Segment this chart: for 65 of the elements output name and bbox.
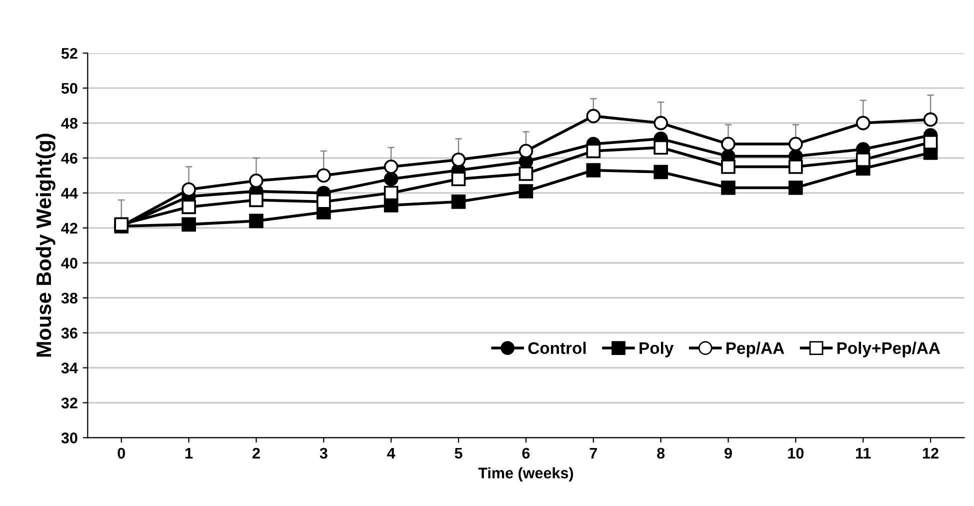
x-tick-label: 4 bbox=[387, 448, 396, 458]
y-tick-label: 44 bbox=[61, 188, 78, 199]
point bbox=[518, 184, 534, 198]
y-axis-title: Mouse Body Weight(g) bbox=[36, 134, 56, 357]
point bbox=[384, 186, 398, 200]
point bbox=[182, 182, 196, 197]
point bbox=[788, 136, 803, 152]
point bbox=[586, 163, 601, 178]
point bbox=[249, 214, 264, 228]
point bbox=[316, 168, 331, 183]
point bbox=[923, 112, 938, 127]
y-tick-label: 36 bbox=[61, 328, 78, 339]
point bbox=[384, 198, 398, 212]
point bbox=[182, 217, 196, 232]
legend-label: Poly+Pep/AA bbox=[837, 342, 940, 358]
point bbox=[788, 160, 803, 174]
x-tick-label: 7 bbox=[590, 448, 597, 458]
point bbox=[856, 152, 870, 167]
point bbox=[923, 135, 938, 150]
point bbox=[586, 144, 601, 158]
point bbox=[316, 194, 331, 209]
y-tick-label: 46 bbox=[61, 152, 78, 164]
point bbox=[451, 194, 466, 209]
point bbox=[721, 136, 736, 152]
x-tick-label: 2 bbox=[252, 448, 260, 458]
point bbox=[654, 164, 668, 180]
x-tick-label: 8 bbox=[657, 448, 665, 459]
point bbox=[451, 152, 466, 167]
y-tick-label: 38 bbox=[61, 292, 78, 304]
y-tick-label: 48 bbox=[61, 118, 78, 129]
y-tick-label: 30 bbox=[61, 432, 78, 444]
x-tick-label: 11 bbox=[856, 448, 871, 458]
legend-label: Poly bbox=[640, 342, 674, 358]
point bbox=[518, 144, 534, 158]
point bbox=[249, 192, 264, 208]
x-tick-label: 9 bbox=[724, 448, 732, 459]
point bbox=[384, 172, 398, 186]
x-tick-label: 1 bbox=[186, 448, 193, 458]
point bbox=[654, 116, 668, 130]
point bbox=[249, 174, 264, 188]
y-tick-label: 42 bbox=[61, 222, 78, 234]
point bbox=[384, 160, 398, 174]
legend-label: Control bbox=[528, 342, 586, 354]
point bbox=[518, 166, 534, 181]
y-tick-label: 50 bbox=[61, 82, 78, 94]
point bbox=[788, 180, 803, 195]
point bbox=[721, 180, 736, 195]
point bbox=[721, 160, 736, 174]
y-tick-label: 34 bbox=[61, 362, 78, 374]
point bbox=[654, 140, 668, 155]
y-tick-label: 32 bbox=[61, 398, 78, 408]
point bbox=[182, 200, 196, 214]
x-tick-label: 12 bbox=[923, 448, 938, 458]
legend-label: Pep/AA bbox=[726, 342, 784, 358]
x-tick-label: 5 bbox=[454, 448, 462, 459]
x-axis-title: Time (weeks) bbox=[478, 467, 574, 482]
point bbox=[586, 108, 601, 124]
y-tick-label: 40 bbox=[61, 258, 78, 269]
point bbox=[451, 172, 466, 186]
x-tick-label: 10 bbox=[788, 448, 804, 459]
x-tick-label: 3 bbox=[320, 448, 328, 459]
x-tick-label: 6 bbox=[522, 448, 530, 459]
point bbox=[856, 116, 870, 130]
y-tick-label: 52 bbox=[61, 48, 78, 59]
x-tick-label: 0 bbox=[118, 448, 125, 459]
